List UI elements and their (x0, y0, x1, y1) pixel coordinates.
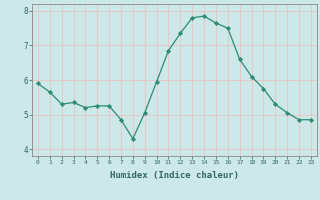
X-axis label: Humidex (Indice chaleur): Humidex (Indice chaleur) (110, 171, 239, 180)
